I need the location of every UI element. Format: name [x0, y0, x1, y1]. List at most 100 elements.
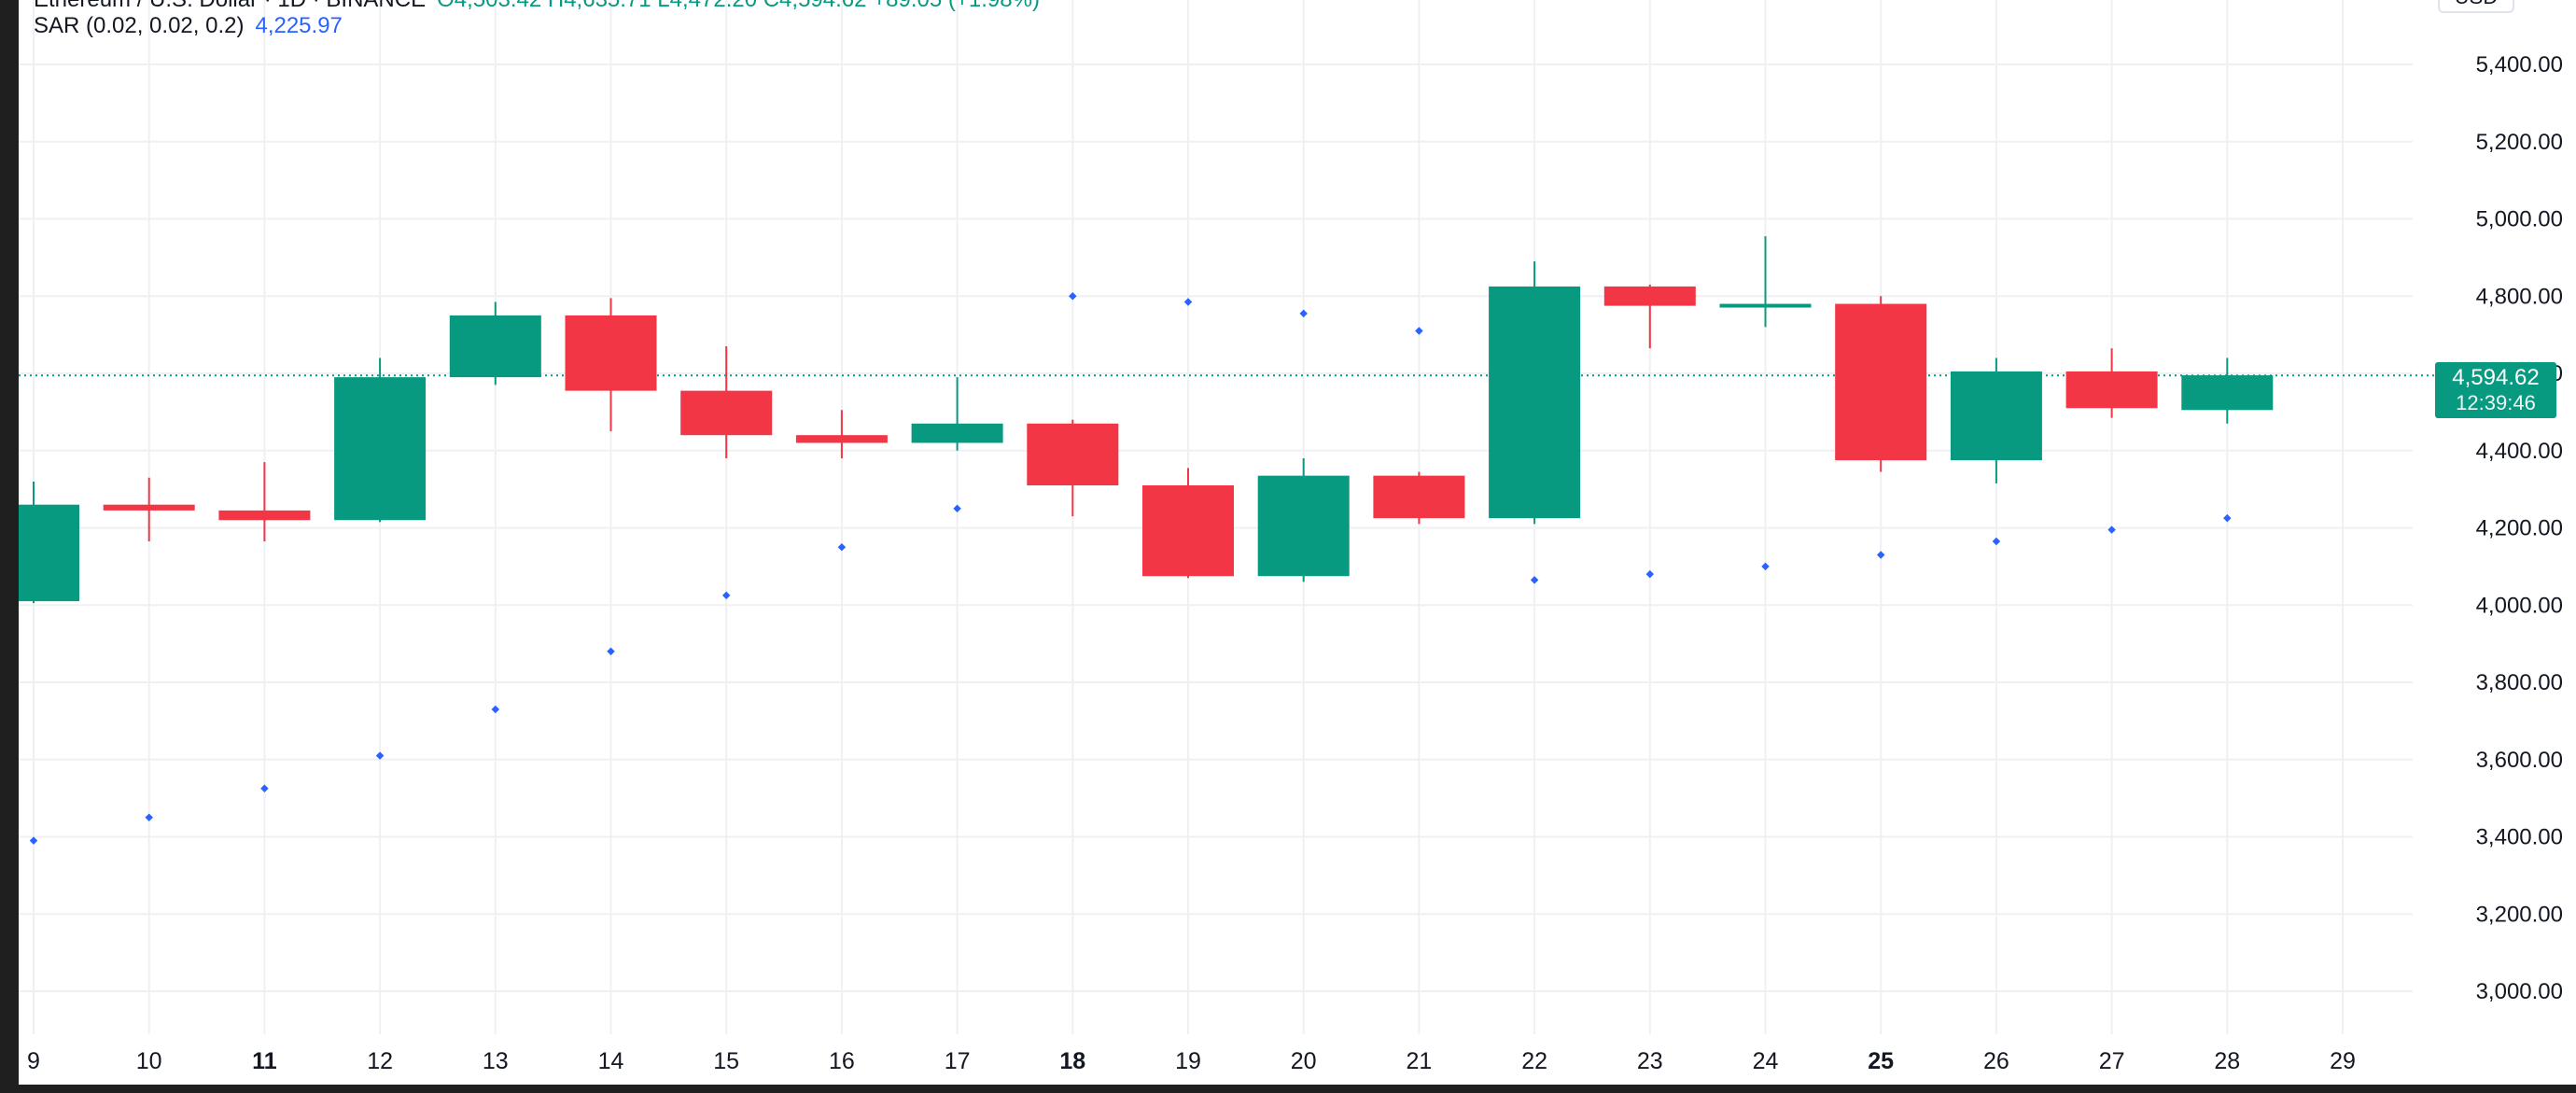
candle-body: [334, 377, 427, 521]
date-tick-label: 15: [713, 1048, 739, 1074]
sar-dot: [1299, 309, 1308, 318]
sar-value: 4,225.97: [255, 13, 343, 38]
candle-body: [449, 315, 541, 378]
price-tick-label: 3,800.00: [2476, 670, 2563, 695]
date-tick-label: 21: [1406, 1048, 1432, 1074]
last-price-value: 4,594.62: [2452, 365, 2540, 390]
price-tick-label: 3,000.00: [2476, 979, 2563, 1004]
sar-dot: [837, 542, 847, 552]
candle-body: [2065, 371, 2158, 409]
candle-body: [1719, 303, 1812, 308]
sar-dot: [260, 784, 269, 793]
symbol-title[interactable]: Ethereum / U.S. Dollar · 1D · BINANCE: [34, 0, 426, 12]
sar-dot: [491, 705, 500, 714]
sar-dot: [1992, 537, 2001, 546]
price-tick-label: 5,400.00: [2476, 52, 2563, 77]
sar-dot: [2223, 513, 2232, 523]
candle[interactable]: [680, 346, 773, 459]
candle-body: [2181, 375, 2274, 411]
date-tick-label: 18: [1059, 1048, 1085, 1074]
candle[interactable]: [795, 410, 888, 459]
candle-body: [1257, 475, 1350, 577]
candle[interactable]: [103, 477, 195, 541]
candle-body: [911, 423, 1003, 443]
date-tick-label: 17: [945, 1048, 971, 1074]
ohlc-values: O4,503.42 H4,635.71 L4,472.20 C4,594.62 …: [437, 0, 1040, 12]
sar-dot: [1183, 298, 1193, 306]
date-tick-label: 19: [1175, 1048, 1201, 1074]
candle[interactable]: [565, 298, 657, 432]
candlestick-chart[interactable]: 3,000.00 3,200.00 3,400.00 3,600.00 3,800.00…: [19, 0, 2576, 1085]
price-tick-label: 5,000.00: [2476, 207, 2563, 232]
date-tick-label: 28: [2214, 1048, 2240, 1074]
price-axis[interactable]: 3,000.00 3,200.00 3,400.00 3,600.00 3,800.00…: [2476, 52, 2563, 1004]
candle[interactable]: [218, 462, 311, 541]
price-tick-label: 4,200.00: [2476, 516, 2563, 541]
date-tick-label: 9: [27, 1048, 40, 1074]
date-tick-label: 13: [483, 1048, 509, 1074]
sar-dot: [1069, 292, 1077, 301]
candle-body: [1373, 475, 1465, 519]
price-tick-label: 3,200.00: [2476, 902, 2563, 927]
candle-body: [103, 504, 195, 511]
candle-body: [1835, 303, 1927, 461]
price-tick-label: 3,600.00: [2476, 748, 2563, 773]
candle[interactable]: [1373, 471, 1465, 525]
currency-button[interactable]: USD: [2438, 0, 2514, 13]
date-tick-label: 14: [598, 1048, 624, 1074]
date-tick-label: 12: [367, 1048, 393, 1074]
candle-body: [19, 504, 79, 602]
date-tick-label: 25: [1868, 1048, 1894, 1074]
candle[interactable]: [1142, 468, 1234, 579]
candle[interactable]: [1257, 458, 1350, 582]
candle-body: [1142, 484, 1234, 577]
candle-body: [565, 315, 657, 391]
date-tick-label: 10: [136, 1048, 162, 1074]
last-price-label: 4,594.62 12:39:46: [2435, 362, 2556, 418]
candle[interactable]: [1835, 296, 1927, 472]
sar-dot: [1530, 576, 1539, 584]
date-tick-label: 11: [252, 1048, 277, 1074]
candle[interactable]: [1027, 419, 1119, 517]
date-tick-label: 26: [1983, 1048, 2009, 1074]
date-tick-label: 29: [2330, 1048, 2356, 1074]
candle[interactable]: [911, 377, 1003, 451]
sar-dot: [29, 836, 38, 845]
sar-dot: [145, 813, 153, 822]
candle[interactable]: [334, 357, 427, 523]
candle[interactable]: [1950, 357, 2042, 483]
price-tick-label: 4,400.00: [2476, 439, 2563, 464]
date-tick-label: 23: [1637, 1048, 1663, 1074]
sar-dot: [1415, 327, 1423, 335]
bar-countdown: 12:39:46: [2456, 391, 2536, 414]
candle-body: [680, 390, 773, 436]
date-tick-label: 27: [2099, 1048, 2125, 1074]
candle-body: [1489, 286, 1581, 519]
date-tick-label: 24: [1753, 1048, 1779, 1074]
sar-dot: [1645, 569, 1655, 579]
candle-body: [795, 435, 888, 443]
time-axis[interactable]: 9 10 11 12 13 14 15 16 17 18 19 20 21 22 23 24 25 26 27 28 2…: [27, 1048, 2356, 1074]
candle[interactable]: [19, 481, 79, 604]
sar-dots: [29, 292, 2232, 845]
sar-dot: [953, 504, 961, 513]
date-tick-label: 22: [1521, 1048, 1547, 1074]
date-tick-label: 20: [1291, 1048, 1317, 1074]
candle[interactable]: [1489, 261, 1581, 525]
sar-dot: [1876, 551, 1885, 559]
sar-legend[interactable]: SAR (0.02, 0.02, 0.2) 4,225.97: [34, 13, 343, 39]
candle[interactable]: [2181, 357, 2274, 424]
candles[interactable]: [19, 236, 2274, 604]
candle[interactable]: [1603, 284, 1696, 349]
symbol-legend[interactable]: Ethereum / U.S. Dollar · 1D · BINANCE O4,…: [34, 0, 1040, 13]
sar-dot: [721, 591, 731, 600]
price-tick-label: 4,800.00: [2476, 284, 2563, 309]
sar-label[interactable]: SAR (0.02, 0.02, 0.2): [34, 13, 245, 38]
candle[interactable]: [1719, 236, 1812, 328]
candle[interactable]: [449, 301, 541, 385]
chart-panel[interactable]: 3,000.00 3,200.00 3,400.00 3,600.00 3,800.00…: [19, 0, 2576, 1085]
candle[interactable]: [2065, 348, 2158, 418]
sar-dot: [607, 647, 615, 656]
candle-body: [1950, 371, 2042, 461]
sar-dot: [375, 751, 385, 760]
